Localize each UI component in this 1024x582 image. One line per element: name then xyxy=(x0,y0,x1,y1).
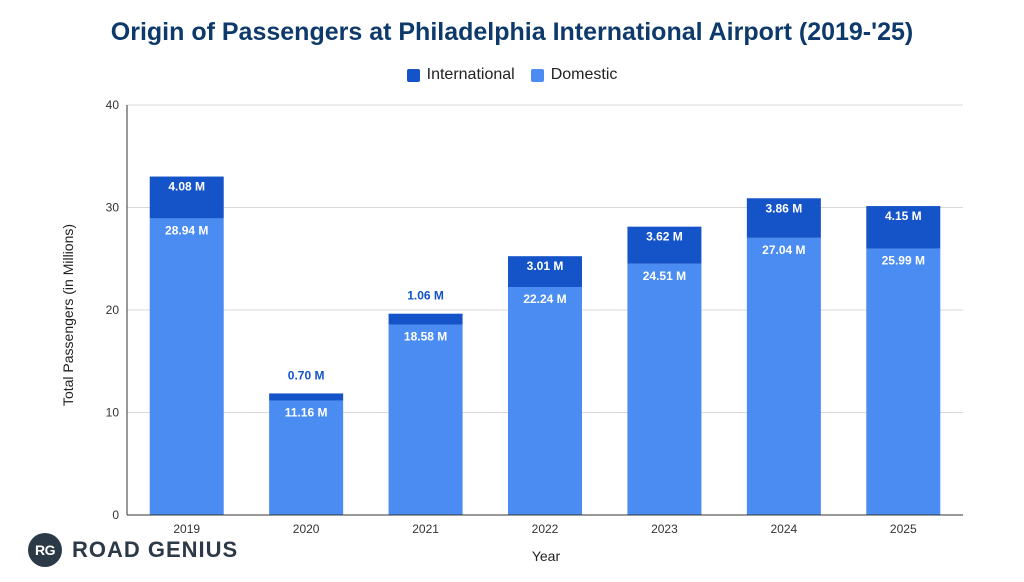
y-tick-label-10: 10 xyxy=(106,406,120,420)
data-label-international-2022: 3.01 M xyxy=(527,259,564,273)
legend-label-international: International xyxy=(426,66,515,83)
x-tick-label-2021: 2021 xyxy=(412,522,439,536)
x-tick-label-2022: 2022 xyxy=(532,522,559,536)
brand-logo: RG ROAD GENIUS xyxy=(28,533,238,567)
bar-domestic-2021 xyxy=(388,324,463,515)
legend-swatch-international xyxy=(406,68,420,82)
bars xyxy=(149,176,941,516)
bar-domestic-2022 xyxy=(508,287,582,515)
y-tick-label-30: 30 xyxy=(106,201,120,215)
bar-domestic-2024 xyxy=(746,237,821,515)
x-tick-label-2024: 2024 xyxy=(771,522,798,536)
bar-domestic-2020 xyxy=(269,400,344,515)
bar-domestic-2019 xyxy=(149,218,224,516)
bar-international-2022 xyxy=(508,256,582,288)
data-label-domestic-2022: 22.24 M xyxy=(523,292,566,306)
data-label-domestic-2023: 24.51 M xyxy=(643,269,686,283)
x-tick-label-2020: 2020 xyxy=(293,522,320,536)
data-label-international-2019: 4.08 M xyxy=(168,180,205,194)
axes: 0 10 20 30 40 2019 2020 2021 2022 2023 2024 2025 xyxy=(106,98,963,536)
brand-name: ROAD GENIUS xyxy=(72,537,239,562)
data-label-international-2021: 1.06 M xyxy=(407,289,444,303)
data-label-domestic-2020: 11.16 M xyxy=(285,406,328,420)
legend-label-domestic: Domestic xyxy=(550,66,618,83)
data-label-domestic-2021: 18.58 M xyxy=(404,330,447,344)
data-label-domestic-2025: 25.99 M xyxy=(882,254,925,268)
data-label-international-2025: 4.15 M xyxy=(885,209,922,223)
x-tick-label-2023: 2023 xyxy=(651,522,678,536)
x-axis-title: Year xyxy=(532,548,561,564)
legend-swatch-domestic xyxy=(530,68,544,82)
bar-international-2020 xyxy=(269,393,344,401)
legend-item-international[interactable]: International xyxy=(406,66,515,84)
y-axis-title: Total Passengers (in Millions) xyxy=(60,224,76,406)
legend-item-domestic[interactable]: Domestic xyxy=(530,66,618,84)
data-label-international-2023: 3.62 M xyxy=(646,230,683,244)
x-tick-label-2019: 2019 xyxy=(173,522,200,536)
bar-international-2025 xyxy=(866,206,941,249)
chart-title: Origin of Passengers at Philadelphia Int… xyxy=(110,18,914,46)
data-label-domestic-2019: 28.94 M xyxy=(165,223,208,237)
bar-domestic-2023 xyxy=(627,263,702,515)
y-tick-label-40: 40 xyxy=(106,98,120,112)
data-label-international-2024: 3.86 M xyxy=(766,201,803,215)
bar-international-2024 xyxy=(746,198,821,238)
data-label-international-2020: 0.70 M xyxy=(288,368,325,382)
data-labels: 28.94 M 4.08 M 11.16 M 0.70 M 18.58 M 1.06 M 2… xyxy=(165,180,925,420)
bar-international-2021 xyxy=(388,313,463,325)
bar-international-2019 xyxy=(149,176,224,219)
legend: International Domestic xyxy=(0,66,1024,84)
bar-international-2023 xyxy=(627,226,702,264)
x-tick-label-2025: 2025 xyxy=(890,522,917,536)
data-label-domestic-2024: 27.04 M xyxy=(762,243,805,257)
bar-domestic-2025 xyxy=(866,248,941,516)
brand-badge: RG xyxy=(28,533,62,567)
y-tick-label-0: 0 xyxy=(112,508,119,522)
y-tick-label-20: 20 xyxy=(106,303,120,317)
